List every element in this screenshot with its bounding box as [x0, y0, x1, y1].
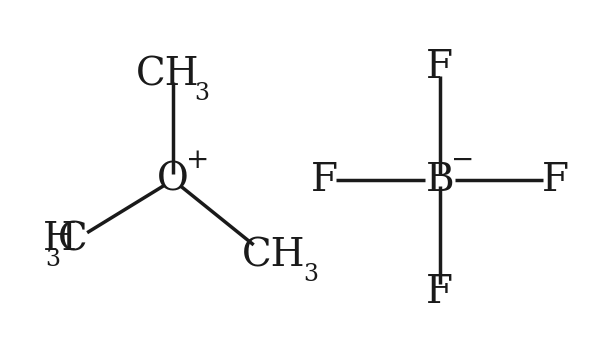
Text: F: F: [426, 274, 453, 311]
Text: 3: 3: [303, 264, 318, 287]
Text: O: O: [157, 162, 189, 198]
Text: F: F: [542, 162, 569, 198]
Text: F: F: [426, 49, 453, 86]
Text: F: F: [311, 162, 338, 198]
Text: 3: 3: [45, 248, 60, 271]
Text: 3: 3: [194, 82, 209, 105]
Text: CH: CH: [135, 56, 199, 93]
Text: −: −: [451, 147, 474, 174]
Text: CH: CH: [242, 237, 305, 274]
Text: C: C: [58, 221, 88, 258]
Text: B: B: [426, 162, 454, 198]
Text: H: H: [43, 221, 77, 258]
Text: +: +: [186, 147, 210, 174]
